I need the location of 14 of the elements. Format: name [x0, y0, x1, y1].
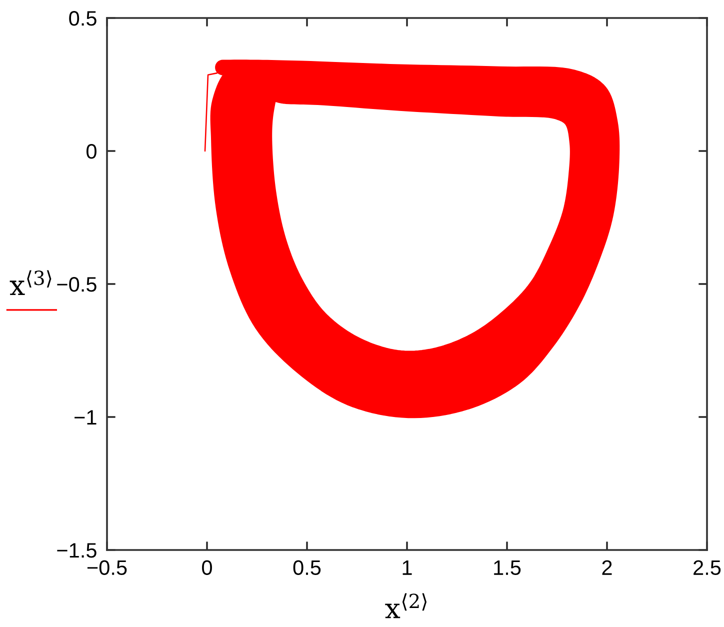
y-tick-label: −1.5	[57, 543, 96, 558]
y-tick-label: 0	[86, 144, 96, 159]
y-tick-label: −0.5	[57, 277, 96, 292]
x-tick-label: 1	[402, 560, 412, 575]
text: x$^{⟨3⟩}$	[10, 270, 52, 296]
x-axis-title: x$^{⟨2⟩}$	[385, 593, 426, 618]
x-tick-label: 2.5	[694, 560, 721, 576]
y-tick-label: −1	[74, 410, 96, 425]
x-tick-label: 2	[602, 560, 612, 575]
x-tick-label: 0	[202, 560, 212, 576]
x-tick-label: −0.5	[87, 560, 127, 576]
x-tick-label: 1.5	[494, 560, 521, 576]
x-tick-label: 0.5	[293, 560, 321, 576]
y-tick-label: 0.5	[69, 11, 96, 26]
